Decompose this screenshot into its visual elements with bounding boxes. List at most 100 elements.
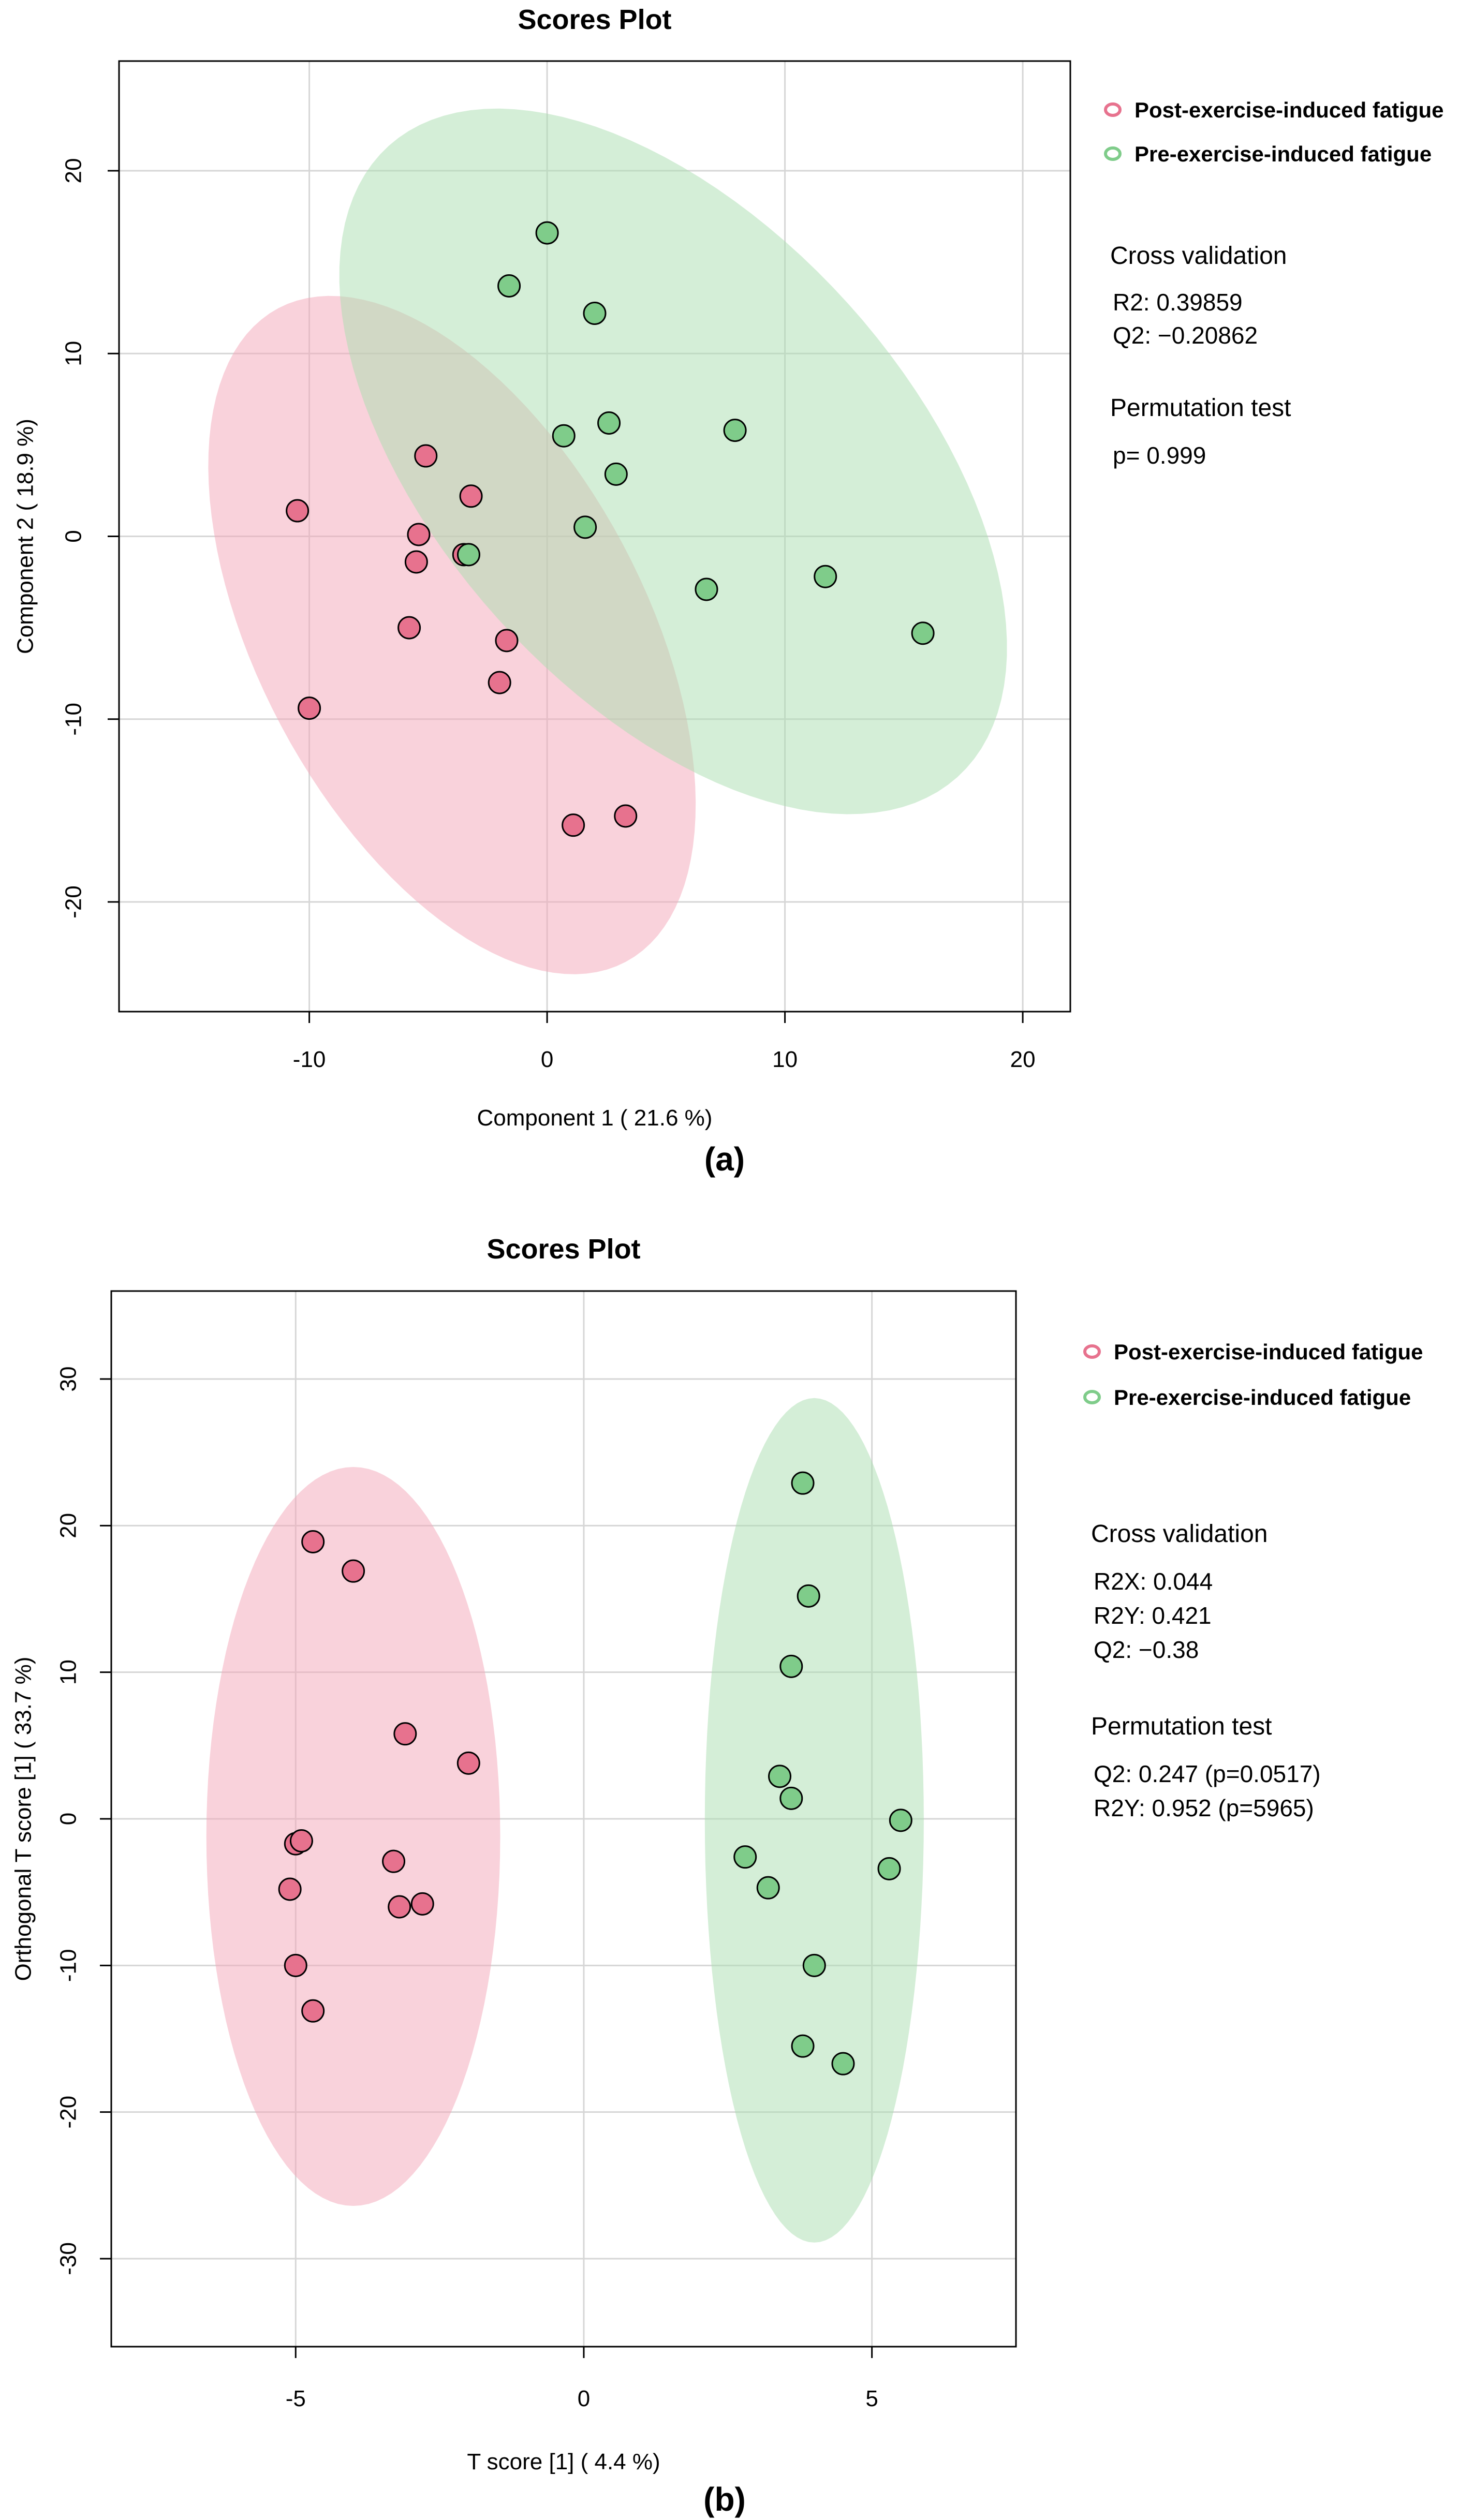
y-tick-label: 10	[61, 341, 86, 366]
y-tick-label: 0	[61, 530, 86, 542]
x-tick-label: 10	[772, 1047, 798, 1072]
series-points-pre	[733, 1471, 912, 2076]
y-tick-label: 30	[56, 1367, 81, 1392]
data-point	[877, 1857, 901, 1880]
data-point	[614, 804, 638, 828]
y-tick-label: -10	[61, 703, 86, 736]
data-point	[397, 616, 421, 640]
permutation-test-value: p= 0.999	[1113, 442, 1206, 469]
y-tick-label: 20	[61, 158, 86, 183]
data-point	[723, 419, 747, 442]
confidence-ellipse-pre	[704, 1398, 924, 2243]
data-point	[456, 1751, 480, 1775]
y-axis-label: Orthogonal T score [1] ( 33.7 %)	[11, 1657, 36, 1981]
data-point	[497, 274, 521, 298]
x-tick-label: 5	[865, 2386, 878, 2411]
legend-label-pre: Pre-exercise-induced fatigue	[1114, 1385, 1411, 1410]
data-point	[410, 1892, 434, 1916]
legend: Post-exercise-induced fatigue Pre-exercis…	[1104, 98, 1444, 166]
cross-validation-heading: Cross validation	[1110, 242, 1287, 270]
cross-validation-value: R2: 0.39859	[1113, 289, 1243, 316]
data-point	[459, 484, 483, 508]
data-point	[797, 1584, 820, 1608]
x-tick-label: -10	[293, 1047, 326, 1072]
series-points-pre	[456, 221, 935, 645]
data-point	[831, 2052, 855, 2076]
data-point	[756, 1876, 780, 1900]
cross-validation-value: R2Y: 0.421	[1094, 1602, 1212, 1629]
scores-plot-panel-b: Scores Plot -5 0 5 -30 -20 -10 0 10 20 30 T score […	[11, 1234, 1423, 2518]
legend-marker-pre	[1083, 1390, 1101, 1404]
legend-label-post: Post-exercise-induced fatigue	[1134, 98, 1444, 122]
y-tick-label: -20	[56, 2096, 81, 2129]
data-point	[289, 1829, 313, 1852]
confidence-ellipse-post	[206, 1467, 500, 2206]
data-point	[911, 621, 935, 645]
data-point	[597, 411, 621, 435]
cross-validation-value: Q2: −0.38	[1094, 1636, 1199, 1663]
permutation-test-heading: Permutation test	[1091, 1713, 1272, 1740]
data-point	[278, 1877, 302, 1901]
y-tick-label: -20	[61, 885, 86, 918]
x-axis-label: Component 1 ( 21.6 %)	[477, 1105, 713, 1131]
series-points-post	[286, 444, 638, 837]
permutation-test-value: R2Y: 0.952 (p=5965)	[1094, 1795, 1314, 1821]
data-point	[779, 1654, 803, 1678]
data-point	[286, 499, 310, 523]
legend-marker-pre	[1104, 146, 1122, 161]
data-point	[562, 813, 585, 837]
data-point	[889, 1809, 912, 1832]
data-point	[695, 577, 718, 601]
cross-validation-value: R2X: 0.044	[1094, 1568, 1213, 1595]
legend-marker-post	[1104, 102, 1122, 117]
data-point	[495, 629, 519, 653]
x-tick-label: -5	[286, 2386, 306, 2411]
y-tick-label: 10	[56, 1659, 81, 1685]
legend: Post-exercise-induced fatigue Pre-exercis…	[1083, 1340, 1423, 1410]
scores-plot-panel-a: Scores Plot -10 0 10 20 -20 -10 0 10 20 Component …	[13, 4, 1444, 1178]
data-point	[768, 1765, 792, 1788]
y-tick-label: -10	[56, 1949, 81, 1982]
permutation-test-value: Q2: 0.247 (p=0.0517)	[1094, 1760, 1321, 1787]
data-point	[583, 302, 607, 325]
chart-title: Scores Plot	[487, 1234, 640, 1265]
data-point	[414, 444, 438, 468]
permutation-test-heading: Permutation test	[1110, 394, 1291, 422]
data-point	[814, 565, 837, 588]
data-point	[535, 221, 559, 245]
data-point	[456, 543, 480, 567]
y-axis-label: Component 2 ( 18.9 %)	[13, 419, 38, 654]
panel-label: (a)	[704, 1140, 745, 1178]
data-point	[802, 1953, 826, 1977]
data-point	[284, 1953, 307, 1977]
data-point	[791, 2034, 815, 2058]
cross-validation-heading: Cross validation	[1091, 1520, 1268, 1548]
legend-label-pre: Pre-exercise-induced fatigue	[1134, 142, 1432, 166]
data-point	[733, 1845, 757, 1869]
statistics-block: Cross validation R2: 0.39859 Q2: −0.20862 P…	[1110, 242, 1291, 469]
x-tick-label: 20	[1010, 1047, 1036, 1072]
x-tick-label: 0	[578, 2386, 590, 2411]
legend-marker-post	[1083, 1344, 1101, 1359]
legend-label-post: Post-exercise-induced fatigue	[1114, 1340, 1423, 1364]
data-point	[393, 1722, 417, 1746]
y-tick-label: 20	[56, 1513, 81, 1538]
data-point	[779, 1786, 803, 1810]
data-point	[404, 550, 428, 574]
y-tick-label: -30	[56, 2242, 81, 2275]
x-axis-label: T score [1] ( 4.4 %)	[467, 2449, 660, 2474]
data-point	[388, 1895, 411, 1919]
data-point	[604, 462, 628, 486]
data-point	[301, 1999, 325, 2023]
y-tick-label: 0	[56, 1813, 81, 1825]
data-point	[552, 424, 576, 448]
statistics-block: Cross validation R2X: 0.044 R2Y: 0.421 Q2: …	[1091, 1520, 1321, 1821]
x-tick-label: 0	[541, 1047, 553, 1072]
chart-title: Scores Plot	[518, 4, 671, 35]
data-point	[298, 696, 321, 720]
cross-validation-value: Q2: −0.20862	[1113, 322, 1258, 349]
data-point	[488, 671, 511, 694]
data-point	[301, 1530, 325, 1553]
data-point	[342, 1559, 365, 1583]
